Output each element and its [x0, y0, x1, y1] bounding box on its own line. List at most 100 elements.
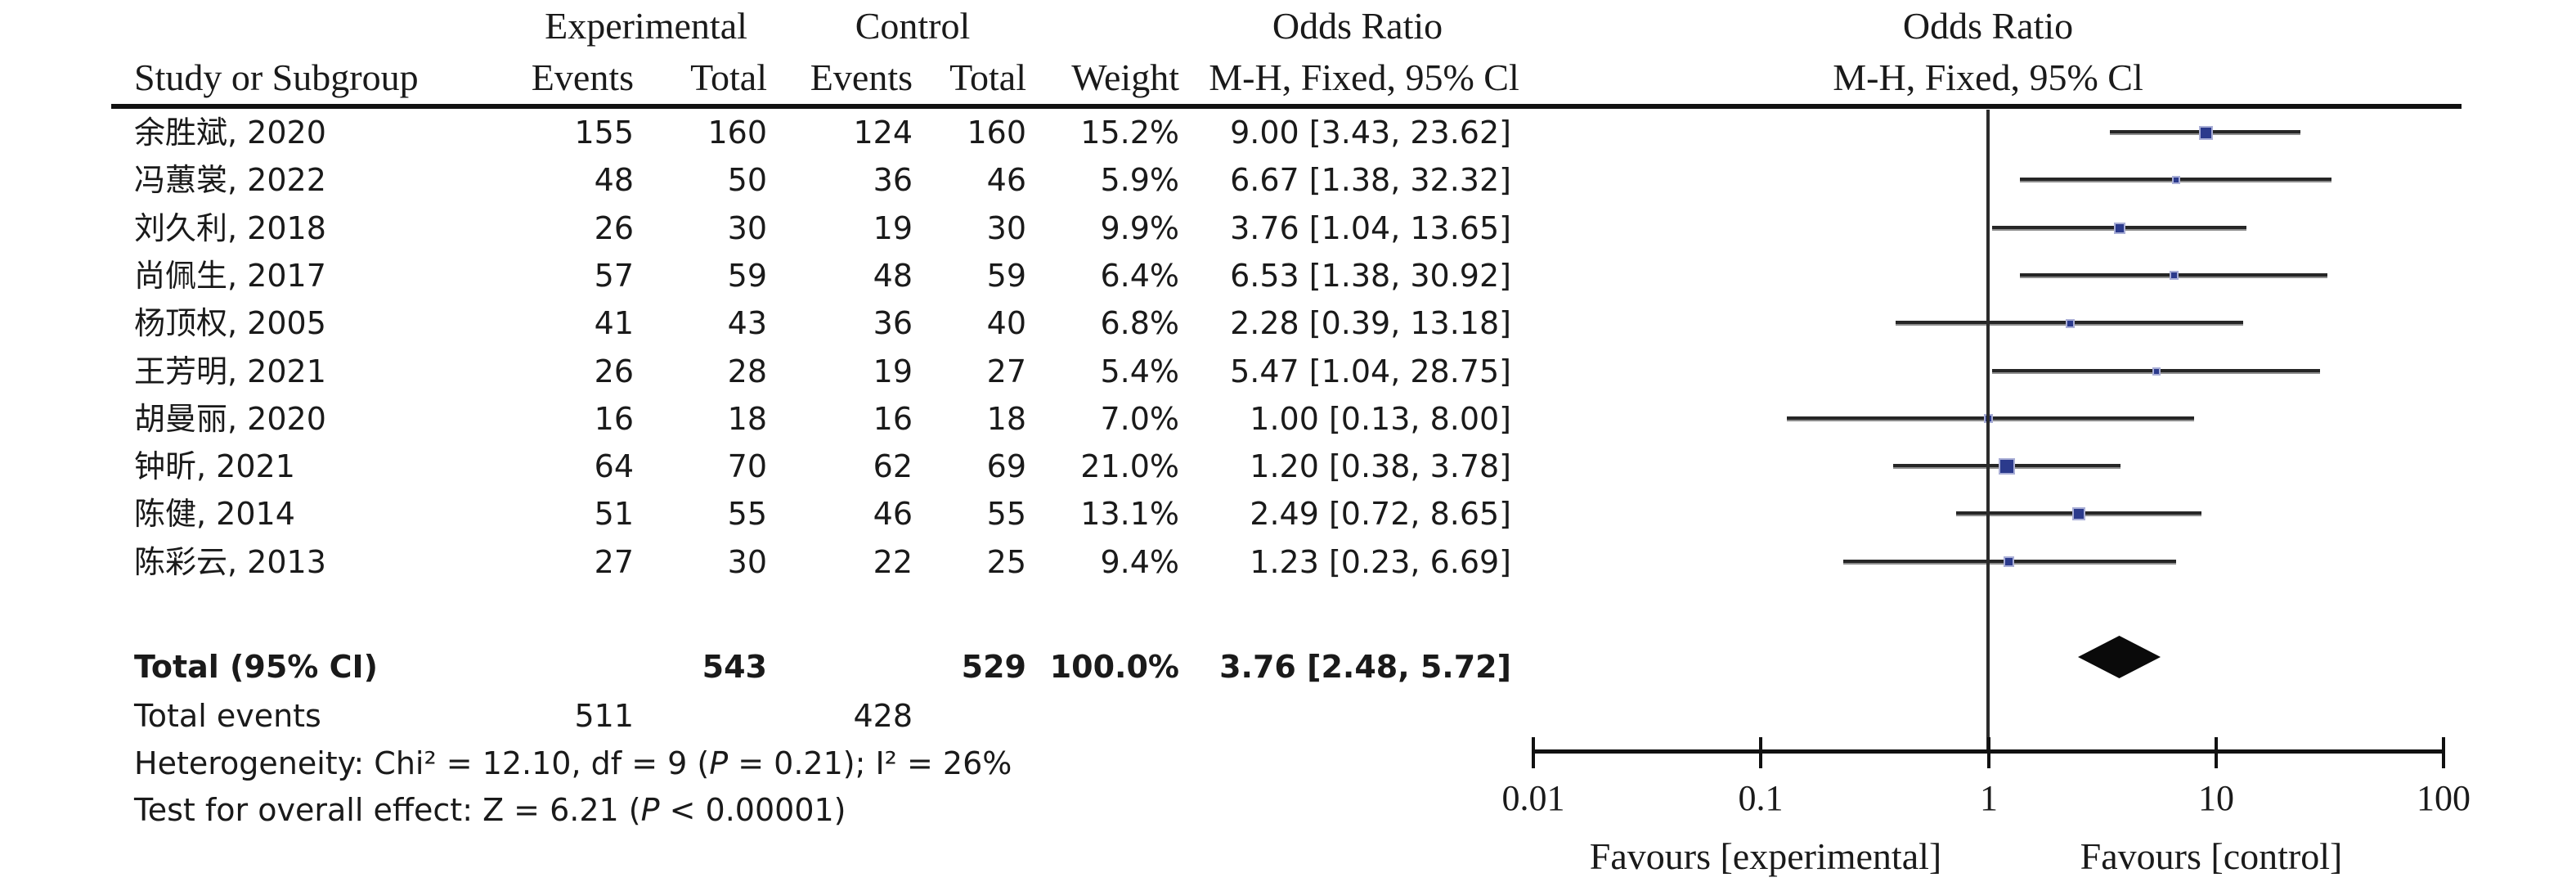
no-effect-line	[1986, 110, 1990, 753]
study-exp-total: 160	[707, 115, 767, 151]
axis-tick	[2215, 737, 2218, 768]
study-name: 胡曼丽, 2020	[134, 401, 326, 437]
axis-tick	[1759, 737, 1762, 768]
heterogeneity-text-end: = 0.21); I² = 26%	[728, 745, 1012, 781]
total-ctrl-total: 529	[961, 649, 1026, 685]
study-or-ci-text: 6.53 [1.38, 30.92]	[1230, 258, 1511, 294]
total-or-ci-text: 3.76 [2.48, 5.72]	[1219, 649, 1511, 685]
or-square	[2072, 507, 2085, 520]
study-or-ci-text: 2.28 [0.39, 13.18]	[1230, 305, 1511, 341]
study-ctrl-total: 25	[986, 544, 1026, 580]
study-ctrl-events: 19	[873, 210, 913, 246]
study-exp-events: 16	[594, 401, 634, 437]
axis-tick	[1987, 737, 1990, 768]
study-ctrl-events: 62	[873, 448, 913, 484]
study-weight: 9.9%	[1100, 210, 1179, 246]
study-weight: 13.1%	[1080, 496, 1179, 532]
axis-tick-label: 0.1	[1738, 778, 1784, 818]
total-events-label: Total events	[134, 698, 321, 734]
study-ctrl-events: 124	[853, 115, 913, 151]
study-name: 尚佩生, 2017	[134, 258, 326, 294]
overall-effect-p-symbol: P	[640, 792, 660, 828]
study-name: 王芳明, 2021	[134, 353, 326, 389]
column-header-mh-left: M-H, Fixed, 95% Cl	[1209, 56, 1519, 98]
total-events-exp: 511	[574, 698, 634, 734]
study-weight: 9.4%	[1100, 544, 1179, 580]
study-exp-total: 30	[727, 210, 767, 246]
axis-tick-label: 0.01	[1501, 778, 1565, 818]
study-exp-events: 51	[594, 496, 634, 532]
or-square	[2199, 126, 2213, 140]
study-ctrl-total: 18	[986, 401, 1026, 437]
or-square	[2004, 556, 2014, 567]
total-events-ctrl: 428	[853, 698, 913, 734]
study-exp-events: 26	[594, 353, 634, 389]
study-or-ci-text: 6.67 [1.38, 32.32]	[1230, 162, 1511, 198]
study-exp-total: 55	[727, 496, 767, 532]
study-exp-total: 18	[727, 401, 767, 437]
study-name: 刘久利, 2018	[134, 210, 326, 246]
study-weight: 6.8%	[1100, 305, 1179, 341]
study-or-ci-text: 2.49 [0.72, 8.65]	[1250, 496, 1511, 532]
study-ctrl-total: 27	[986, 353, 1026, 389]
study-exp-total: 30	[727, 544, 767, 580]
study-exp-events: 155	[574, 115, 634, 151]
group-header-control: Control	[855, 5, 971, 47]
study-ctrl-events: 19	[873, 353, 913, 389]
study-ctrl-events: 16	[873, 401, 913, 437]
or-square	[2066, 319, 2075, 328]
pooled-diamond	[2078, 636, 2161, 678]
axis-tick	[2442, 737, 2445, 768]
study-ctrl-events: 46	[873, 496, 913, 532]
column-header-weight: Weight	[1071, 56, 1179, 98]
axis-tick-label: 10	[2198, 778, 2234, 818]
study-ctrl-total: 160	[967, 115, 1026, 151]
study-exp-events: 48	[594, 162, 634, 198]
total-exp-total: 543	[702, 649, 767, 685]
column-header-total-exp: Total	[690, 56, 767, 98]
study-ctrl-events: 48	[873, 258, 913, 294]
study-exp-total: 43	[727, 305, 767, 341]
odds-ratio-header-left: Odds Ratio	[1272, 5, 1443, 47]
group-header-experimental: Experimental	[545, 5, 747, 47]
column-header-events-exp: Events	[531, 56, 634, 98]
study-weight: 7.0%	[1100, 401, 1179, 437]
axis-tick-label: 1	[1980, 778, 1998, 818]
or-square	[2172, 176, 2180, 184]
study-name: 陈健, 2014	[134, 496, 295, 532]
column-header-total-ctrl: Total	[949, 56, 1026, 98]
overall-effect-text-end: < 0.00001)	[659, 792, 846, 828]
study-exp-total: 70	[727, 448, 767, 484]
study-ctrl-total: 30	[986, 210, 1026, 246]
study-ctrl-events: 36	[873, 305, 913, 341]
overall-effect-text: Test for overall effect: Z = 6.21 (	[134, 792, 641, 828]
column-header-events-ctrl: Events	[810, 56, 913, 98]
study-name: 杨顶权, 2005	[134, 305, 326, 341]
or-square	[2114, 223, 2125, 234]
heterogeneity-text: Heterogeneity: Chi² = 12.10, df = 9 (	[134, 745, 710, 781]
favours-control-label: Favours [control]	[2080, 835, 2343, 877]
axis-tick-label: 100	[2417, 778, 2471, 818]
study-ctrl-total: 69	[986, 448, 1026, 484]
study-name: 冯蕙裳, 2022	[134, 162, 326, 198]
total-row-label: Total (95% CI)	[134, 649, 378, 685]
study-or-ci-text: 5.47 [1.04, 28.75]	[1230, 353, 1511, 389]
study-weight: 6.4%	[1100, 258, 1179, 294]
study-exp-total: 59	[727, 258, 767, 294]
study-exp-total: 28	[727, 353, 767, 389]
study-or-ci-text: 3.76 [1.04, 13.65]	[1230, 210, 1511, 246]
column-header-mh-right: M-H, Fixed, 95% Cl	[1833, 56, 2143, 98]
study-ctrl-total: 40	[986, 305, 1026, 341]
study-exp-events: 27	[594, 544, 634, 580]
study-name: 陈彩云, 2013	[134, 544, 326, 580]
total-weight: 100.0%	[1049, 649, 1179, 685]
study-weight: 5.4%	[1100, 353, 1179, 389]
study-weight: 21.0%	[1080, 448, 1179, 484]
study-or-ci-text: 1.20 [0.38, 3.78]	[1250, 448, 1511, 484]
study-exp-events: 57	[594, 258, 634, 294]
heterogeneity-line: Heterogeneity: Chi² = 12.10, df = 9 (P =…	[134, 740, 1012, 787]
favours-experimental-label: Favours [experimental]	[1589, 835, 1942, 877]
study-ctrl-events: 22	[873, 544, 913, 580]
study-weight: 5.9%	[1100, 162, 1179, 198]
